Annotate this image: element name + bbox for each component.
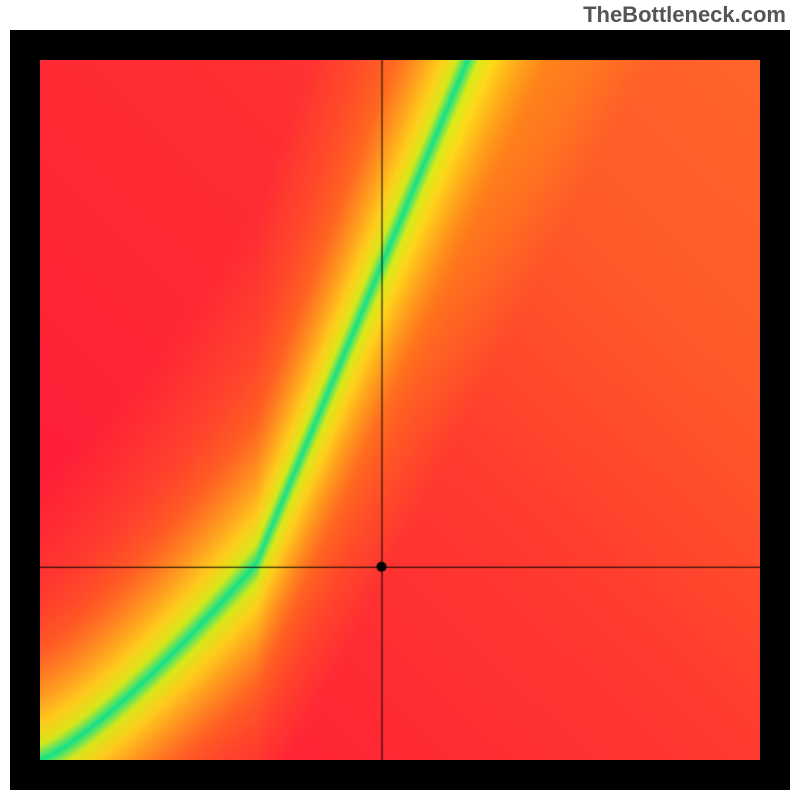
watermark-text: TheBottleneck.com (583, 2, 786, 28)
bottleneck-heatmap (40, 60, 760, 760)
plot-frame (10, 30, 790, 790)
